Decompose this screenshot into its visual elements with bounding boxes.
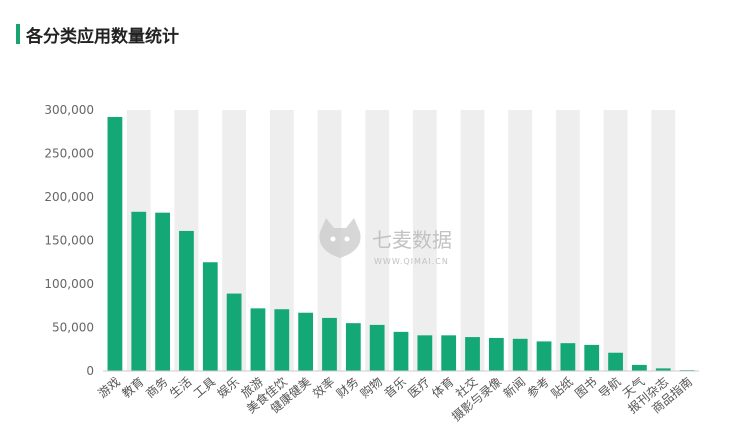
- y-tick-label: 0: [86, 364, 94, 378]
- bar-商务: [155, 212, 170, 371]
- bar-series: [107, 116, 695, 372]
- grid-band: [603, 110, 628, 371]
- chart-title: 各分类应用数量统计: [26, 27, 179, 47]
- y-tick-label: 300,000: [44, 103, 94, 117]
- title-accent-bar: [16, 24, 20, 44]
- x-tick-label: 教育: [119, 374, 147, 401]
- bar-新闻: [512, 338, 528, 371]
- x-tick-label: 商务: [142, 374, 170, 401]
- bar-图书: [584, 344, 600, 371]
- x-tick-label: 工具: [191, 375, 218, 401]
- bar-财务: [345, 323, 361, 371]
- bar-音乐: [393, 331, 409, 371]
- grid-band: [460, 110, 485, 371]
- x-tick-label: 导航: [595, 374, 623, 401]
- grid-band: [269, 110, 294, 371]
- bar-天气: [632, 364, 647, 371]
- x-tick-label: 音乐: [381, 374, 409, 401]
- x-tick-label: 参考: [524, 374, 552, 401]
- bar-报刊杂志: [655, 368, 671, 371]
- bar-教育: [131, 211, 147, 371]
- bar-生活: [179, 230, 194, 371]
- watermark: 七麦数据 WWW.QIMAI.CN: [319, 218, 452, 266]
- x-tick-label: 医疗: [405, 375, 432, 401]
- x-tick-label: 贴纸: [548, 375, 575, 401]
- x-axis-labels: 游戏教育商务生活工具娱乐旅游美食佳饮健康健美效率财务购物音乐医疗体育社交摄影与录…: [95, 374, 695, 424]
- grid-band: [365, 110, 390, 371]
- bar-旅游: [250, 308, 266, 371]
- x-tick-label: 生活: [167, 375, 194, 401]
- x-tick-label: 效率: [309, 374, 337, 401]
- y-tick-label: 100,000: [44, 277, 94, 291]
- bar-参考: [536, 341, 552, 371]
- bar-购物: [369, 324, 385, 371]
- bar-效率: [322, 317, 337, 371]
- grid-band: [508, 110, 533, 371]
- grid-band: [555, 110, 580, 371]
- bar-体育: [441, 335, 457, 371]
- y-tick-label: 150,000: [44, 234, 94, 248]
- bar-摄影与录像: [488, 337, 504, 371]
- bar-医疗: [417, 335, 433, 371]
- x-tick-label: 购物: [357, 374, 385, 401]
- x-tick-label: 财务: [333, 374, 361, 401]
- x-tick-label: 游戏: [95, 375, 122, 401]
- y-tick-label: 200,000: [44, 190, 94, 204]
- bar-导航: [608, 352, 623, 371]
- y-axis: 0 50,000 100,000 150,000 200,000 250,000 300,0…: [44, 103, 94, 378]
- bar-贴纸: [560, 343, 576, 371]
- cat-logo-icon: [319, 218, 361, 258]
- bar-社交: [465, 337, 480, 371]
- x-tick-label: 娱乐: [215, 375, 242, 401]
- y-tick-label: 250,000: [44, 147, 94, 161]
- grid-band: [651, 110, 676, 371]
- watermark-domain: WWW.QIMAI.CN: [374, 257, 449, 266]
- grid-band: [412, 110, 437, 371]
- watermark-brand: 七麦数据: [372, 228, 452, 252]
- y-tick-label: 50,000: [52, 321, 94, 335]
- x-tick-label: 体育: [429, 374, 457, 401]
- bar-健康健美: [298, 312, 314, 371]
- bar-游戏: [107, 116, 123, 372]
- bar-工具: [202, 262, 218, 371]
- bar-美食佳饮: [274, 309, 290, 371]
- bar-娱乐: [226, 293, 242, 371]
- x-tick-label: 新闻: [500, 374, 528, 401]
- x-tick-label: 图书: [572, 375, 599, 401]
